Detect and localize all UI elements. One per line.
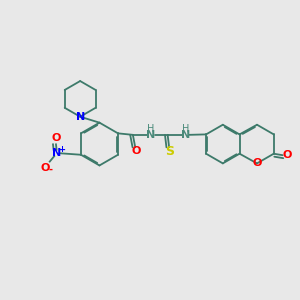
Text: N: N bbox=[181, 130, 190, 140]
Text: O: O bbox=[51, 133, 61, 143]
Text: N: N bbox=[76, 112, 85, 122]
Text: +: + bbox=[58, 145, 65, 154]
Text: H: H bbox=[182, 124, 189, 134]
Text: O: O bbox=[282, 150, 292, 160]
Text: O: O bbox=[41, 163, 50, 172]
Text: H: H bbox=[147, 124, 154, 134]
Text: N: N bbox=[146, 130, 155, 140]
Text: N: N bbox=[52, 148, 61, 158]
Text: S: S bbox=[165, 145, 174, 158]
Text: O: O bbox=[131, 146, 140, 157]
Text: O: O bbox=[252, 158, 262, 168]
Text: -: - bbox=[48, 165, 52, 175]
